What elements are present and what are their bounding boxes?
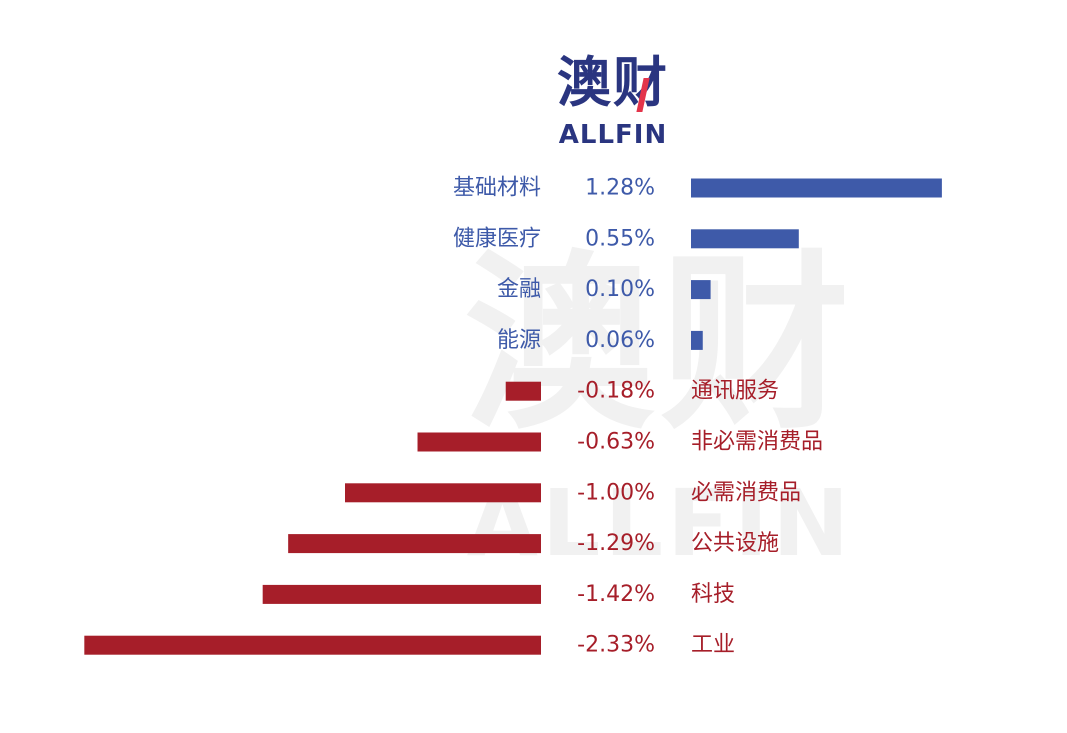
category-label-9: 工业 <box>691 633 735 658</box>
category-label-6: 必需消费品 <box>691 480 801 505</box>
category-label-0: 基础材料 <box>453 176 541 201</box>
bar-0 <box>691 178 942 198</box>
value-label-9: -2.33% <box>577 633 655 658</box>
watermark-logo-cn: 澳财 <box>463 234 856 455</box>
value-label-1: 0.55% <box>585 226 655 251</box>
bar-8 <box>262 584 541 604</box>
value-label-0: 1.28% <box>585 176 655 201</box>
value-label-4: -0.18% <box>577 379 655 404</box>
category-label-8: 科技 <box>691 582 735 607</box>
value-label-8: -1.42% <box>577 582 655 607</box>
category-label-4: 通讯服务 <box>691 379 779 404</box>
category-label-3: 能源 <box>497 328 541 353</box>
value-label-3: 0.06% <box>585 328 655 353</box>
value-label-2: 0.10% <box>585 277 655 302</box>
category-label-1: 健康医疗 <box>453 226 541 251</box>
bar-1 <box>691 229 799 249</box>
bar-6 <box>345 483 541 503</box>
category-label-5: 非必需消费品 <box>691 430 823 455</box>
value-label-5: -0.63% <box>577 430 655 455</box>
bar-9 <box>84 635 541 655</box>
bar-5 <box>417 432 541 452</box>
bar-7 <box>288 534 541 554</box>
category-label-7: 公共设施 <box>691 531 779 556</box>
bar-4 <box>505 381 541 401</box>
value-label-6: -1.00% <box>577 480 655 505</box>
bar-2 <box>691 280 711 300</box>
value-label-7: -1.29% <box>577 531 655 556</box>
brand-logo-en: ALLFIN <box>558 120 668 150</box>
bar-3 <box>691 330 703 350</box>
category-label-2: 金融 <box>497 277 541 302</box>
